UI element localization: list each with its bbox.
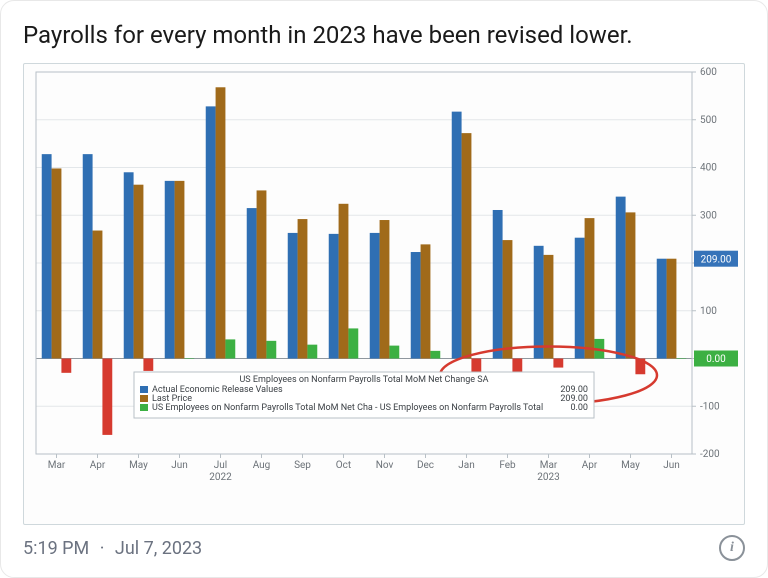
svg-text:0.00: 0.00 [706,355,726,366]
svg-text:2023: 2023 [537,472,559,483]
svg-text:Oct: Oct [336,460,351,471]
svg-text:Feb: Feb [499,460,516,471]
svg-text:Jan: Jan [458,460,474,471]
svg-text:Mar: Mar [48,460,66,471]
svg-text:Nov: Nov [376,460,394,471]
svg-text:US Employees on Nonfarm Payrol: US Employees on Nonfarm Payrolls Total M… [152,403,543,413]
separator-dot: · [100,538,105,559]
svg-text:Apr: Apr [90,460,106,471]
svg-text:209.00: 209.00 [701,255,732,266]
tweet-card: Payrolls for every month in 2023 have be… [0,0,768,578]
svg-text:Dec: Dec [417,460,434,471]
svg-text:-100: -100 [700,402,720,413]
svg-text:2022: 2022 [209,472,232,483]
tweet-footer: 5:19 PM · Jul 7, 2023 i [23,525,745,561]
svg-text:500: 500 [700,115,717,126]
svg-text:300: 300 [700,211,717,222]
svg-text:Aug: Aug [253,460,271,471]
svg-text:100: 100 [700,306,717,317]
svg-text:-200: -200 [700,449,720,460]
tweet-date: Jul 7, 2023 [115,538,202,559]
svg-text:US Employees on Nonfarm Payrol: US Employees on Nonfarm Payrolls Total M… [239,375,488,385]
tweet-text: Payrolls for every month in 2023 have be… [23,19,745,51]
tweet-time: 5:19 PM [23,538,89,559]
timestamp: 5:19 PM · Jul 7, 2023 [23,538,202,559]
svg-text:Sep: Sep [294,460,311,471]
svg-text:400: 400 [700,163,717,174]
svg-text:Jul: Jul [214,460,227,471]
svg-text:Apr: Apr [582,460,598,471]
info-icon[interactable]: i [719,535,745,561]
chart-svg: -200-1000100200300400500600MarAprMayJunJ… [24,64,744,494]
svg-text:600: 600 [700,67,717,78]
svg-text:0.00: 0.00 [570,403,588,413]
svg-text:Mar: Mar [540,460,558,471]
payrolls-chart: -200-1000100200300400500600MarAprMayJunJ… [23,63,745,525]
svg-text:May: May [129,460,148,471]
svg-text:Jun: Jun [663,460,680,471]
svg-text:Jun: Jun [171,460,188,471]
svg-text:May: May [621,460,640,471]
